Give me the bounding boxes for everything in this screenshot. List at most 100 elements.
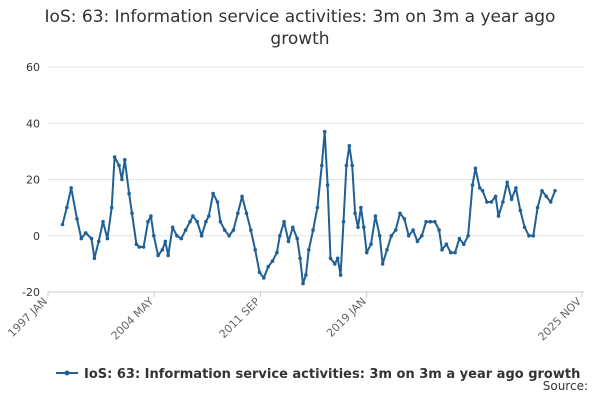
data-point [540,189,544,193]
data-point [117,163,121,168]
data-point [92,256,97,261]
y-tick-label: 0 [33,230,40,243]
data-point [211,191,215,196]
data-point [505,180,510,185]
data-point [191,214,195,218]
data-point [163,239,168,244]
data-point [424,219,428,224]
data-point [315,205,320,210]
data-point [341,219,346,224]
data-point [204,219,208,224]
data-point [453,250,457,255]
data-point [79,236,84,241]
data-point [83,231,88,235]
data-point [231,228,236,232]
data-point [307,248,311,252]
data-point [470,183,475,187]
data-point [509,197,514,201]
data-point [257,270,262,275]
data-point [437,228,441,232]
source-label: Source: [542,379,588,393]
data-point [152,234,156,238]
y-tick-label: 60 [26,61,40,74]
data-point [286,239,291,244]
data-point [69,186,73,190]
data-point [262,276,266,280]
data-point [496,214,501,218]
data-point [227,234,231,238]
data-point [101,219,105,224]
data-point [311,228,315,232]
data-point [373,214,378,218]
data-point [398,211,402,216]
data-point [282,219,286,224]
data-point [514,186,518,190]
data-point [518,208,523,213]
data-point [466,234,470,238]
x-tick-label: 2011 SEP [217,295,263,341]
data-point [377,234,382,238]
data-point [473,166,478,171]
y-axis-ticks: -20 0 20 40 60 [22,61,40,299]
data-point [270,259,275,263]
data-point [322,129,327,134]
data-point [96,239,101,244]
data-point [362,225,366,230]
data-point [183,228,188,232]
data-point [356,225,360,230]
data-point [123,158,127,162]
x-tick-label: 2019 JAN [324,295,369,340]
data-point [137,245,142,249]
data-point [112,155,117,159]
data-point [415,239,420,244]
data-point [527,234,531,238]
data-point [501,200,505,204]
data-point [60,222,65,227]
data-point [278,234,282,238]
data-point [364,250,369,255]
data-point [420,234,424,238]
data-point [428,219,433,224]
x-tick-label: 2025 NOV [536,295,585,344]
data-point [215,200,220,204]
data-point [170,225,175,230]
data-point [440,248,444,252]
data-point [146,219,150,224]
data-point [89,236,94,241]
data-point [295,236,300,241]
data-point [493,194,498,199]
data-point [344,163,349,168]
series-layer [60,129,557,286]
data-point [393,228,398,232]
data-point [480,189,485,193]
data-point [444,242,449,246]
y-tick-label: 20 [26,174,40,187]
data-point [548,200,553,204]
data-point [75,217,79,221]
data-point [160,248,165,252]
data-point [325,183,330,187]
data-point [156,253,160,258]
data-point [457,236,462,241]
data-point [149,214,153,218]
data-point [199,234,204,238]
data-point [127,191,131,196]
data-point [380,262,385,266]
data-point [338,273,343,277]
data-point [411,228,415,232]
data-point [553,189,557,193]
data-point [535,205,540,210]
data-point [195,219,199,224]
data-point [120,177,124,182]
data-point [298,256,302,261]
legend-label: IoS: 63: Information service activities:… [84,367,580,382]
data-point [333,262,337,266]
data-point [249,228,253,232]
data-point [433,219,437,224]
data-point [105,236,110,241]
data-point [385,248,389,252]
data-point [218,219,223,224]
series-line [61,130,556,285]
data-point [522,225,527,230]
